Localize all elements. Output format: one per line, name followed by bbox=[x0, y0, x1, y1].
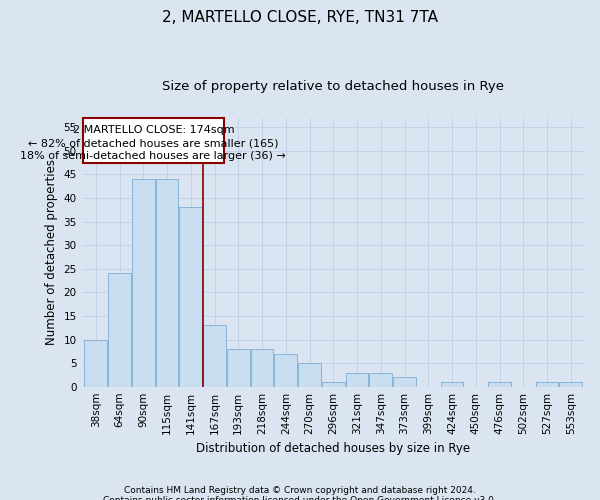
Bar bbox=[322, 382, 344, 386]
Bar bbox=[227, 349, 250, 387]
Bar bbox=[488, 382, 511, 386]
Bar bbox=[85, 340, 107, 386]
Bar bbox=[370, 372, 392, 386]
Bar bbox=[108, 274, 131, 386]
Bar bbox=[251, 349, 273, 387]
Bar bbox=[441, 382, 463, 386]
Title: Size of property relative to detached houses in Rye: Size of property relative to detached ho… bbox=[162, 80, 504, 93]
Text: ← 82% of detached houses are smaller (165): ← 82% of detached houses are smaller (16… bbox=[28, 138, 278, 148]
Bar bbox=[536, 382, 558, 386]
Text: Contains public sector information licensed under the Open Government Licence v3: Contains public sector information licen… bbox=[103, 496, 497, 500]
Bar bbox=[203, 326, 226, 386]
Bar bbox=[274, 354, 297, 386]
Bar bbox=[346, 372, 368, 386]
Text: 2, MARTELLO CLOSE, RYE, TN31 7TA: 2, MARTELLO CLOSE, RYE, TN31 7TA bbox=[162, 10, 438, 25]
Bar bbox=[298, 363, 321, 386]
X-axis label: Distribution of detached houses by size in Rye: Distribution of detached houses by size … bbox=[196, 442, 470, 455]
Bar bbox=[132, 179, 155, 386]
Bar bbox=[156, 179, 178, 386]
Bar bbox=[393, 377, 416, 386]
Bar bbox=[559, 382, 582, 386]
Bar bbox=[179, 208, 202, 386]
Bar bbox=[83, 118, 224, 162]
Y-axis label: Number of detached properties: Number of detached properties bbox=[45, 159, 58, 345]
Text: 18% of semi-detached houses are larger (36) →: 18% of semi-detached houses are larger (… bbox=[20, 150, 286, 160]
Text: Contains HM Land Registry data © Crown copyright and database right 2024.: Contains HM Land Registry data © Crown c… bbox=[124, 486, 476, 495]
Text: 2 MARTELLO CLOSE: 174sqm: 2 MARTELLO CLOSE: 174sqm bbox=[73, 124, 234, 134]
